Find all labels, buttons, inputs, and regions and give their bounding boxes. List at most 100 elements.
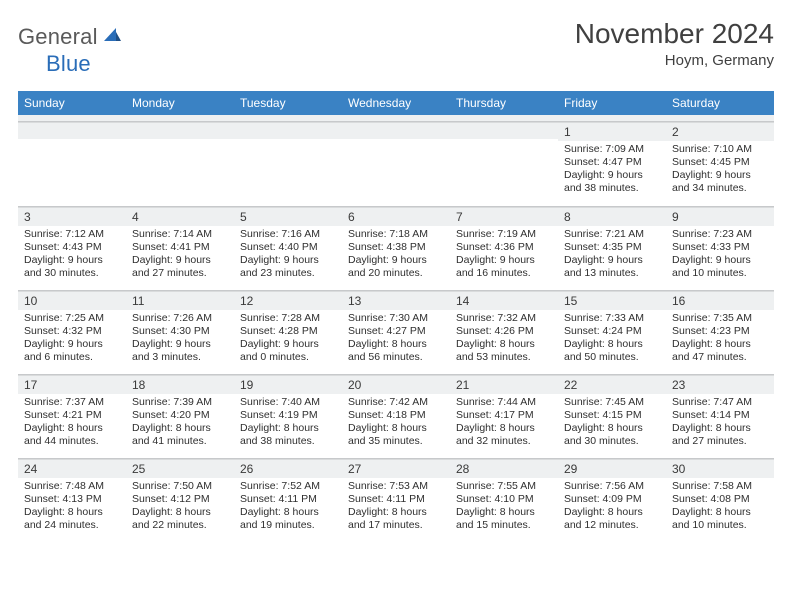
day-number: 12 xyxy=(234,291,342,310)
sunrise-line: Sunrise: 7:44 AM xyxy=(456,396,552,409)
day-number: 8 xyxy=(558,207,666,226)
sunrise-line: Sunrise: 7:12 AM xyxy=(24,228,120,241)
sunrise-line: Sunrise: 7:33 AM xyxy=(564,312,660,325)
sunrise-line: Sunrise: 7:19 AM xyxy=(456,228,552,241)
calendar-body: 1Sunrise: 7:09 AMSunset: 4:47 PMDaylight… xyxy=(18,115,774,542)
daylight-line-2: and 22 minutes. xyxy=(132,519,228,532)
day-cell: 11Sunrise: 7:26 AMSunset: 4:30 PMDayligh… xyxy=(126,290,234,374)
daylight-line-2: and 53 minutes. xyxy=(456,351,552,364)
sunset-line: Sunset: 4:43 PM xyxy=(24,241,120,254)
day-number: 22 xyxy=(558,375,666,394)
calendar-week-row: 17Sunrise: 7:37 AMSunset: 4:21 PMDayligh… xyxy=(18,374,774,458)
sunrise-line: Sunrise: 7:58 AM xyxy=(672,480,768,493)
day-details: Sunrise: 7:21 AMSunset: 4:35 PMDaylight:… xyxy=(558,226,666,283)
day-cell: 22Sunrise: 7:45 AMSunset: 4:15 PMDayligh… xyxy=(558,374,666,458)
daylight-line-2: and 10 minutes. xyxy=(672,519,768,532)
weekday-header: Thursday xyxy=(450,91,558,115)
day-cell: 3Sunrise: 7:12 AMSunset: 4:43 PMDaylight… xyxy=(18,206,126,290)
daylight-line-2: and 6 minutes. xyxy=(24,351,120,364)
sunset-line: Sunset: 4:13 PM xyxy=(24,493,120,506)
day-details: Sunrise: 7:30 AMSunset: 4:27 PMDaylight:… xyxy=(342,310,450,367)
daylight-line-2: and 32 minutes. xyxy=(456,435,552,448)
day-details: Sunrise: 7:40 AMSunset: 4:19 PMDaylight:… xyxy=(234,394,342,451)
day-details: Sunrise: 7:26 AMSunset: 4:30 PMDaylight:… xyxy=(126,310,234,367)
day-details: Sunrise: 7:12 AMSunset: 4:43 PMDaylight:… xyxy=(18,226,126,283)
day-details: Sunrise: 7:25 AMSunset: 4:32 PMDaylight:… xyxy=(18,310,126,367)
day-cell: 21Sunrise: 7:44 AMSunset: 4:17 PMDayligh… xyxy=(450,374,558,458)
day-number: 13 xyxy=(342,291,450,310)
calendar-table: SundayMondayTuesdayWednesdayThursdayFrid… xyxy=(18,91,774,542)
sunset-line: Sunset: 4:41 PM xyxy=(132,241,228,254)
sunset-line: Sunset: 4:12 PM xyxy=(132,493,228,506)
daylight-line-2: and 12 minutes. xyxy=(564,519,660,532)
daylight-line-1: Daylight: 8 hours xyxy=(24,422,120,435)
sunset-line: Sunset: 4:24 PM xyxy=(564,325,660,338)
daylight-line-2: and 20 minutes. xyxy=(348,267,444,280)
sunset-line: Sunset: 4:33 PM xyxy=(672,241,768,254)
sunrise-line: Sunrise: 7:52 AM xyxy=(240,480,336,493)
day-details: Sunrise: 7:39 AMSunset: 4:20 PMDaylight:… xyxy=(126,394,234,451)
daylight-line-2: and 47 minutes. xyxy=(672,351,768,364)
daylight-line-1: Daylight: 9 hours xyxy=(240,254,336,267)
day-cell: 24Sunrise: 7:48 AMSunset: 4:13 PMDayligh… xyxy=(18,458,126,542)
day-cell: 9Sunrise: 7:23 AMSunset: 4:33 PMDaylight… xyxy=(666,206,774,290)
day-details: Sunrise: 7:18 AMSunset: 4:38 PMDaylight:… xyxy=(342,226,450,283)
day-number: 14 xyxy=(450,291,558,310)
weekday-header: Tuesday xyxy=(234,91,342,115)
day-cell: 29Sunrise: 7:56 AMSunset: 4:09 PMDayligh… xyxy=(558,458,666,542)
sunset-line: Sunset: 4:10 PM xyxy=(456,493,552,506)
daylight-line-2: and 24 minutes. xyxy=(24,519,120,532)
sunrise-line: Sunrise: 7:25 AM xyxy=(24,312,120,325)
daylight-line-2: and 16 minutes. xyxy=(456,267,552,280)
daylight-line-2: and 27 minutes. xyxy=(672,435,768,448)
daylight-line-2: and 50 minutes. xyxy=(564,351,660,364)
day-details: Sunrise: 7:19 AMSunset: 4:36 PMDaylight:… xyxy=(450,226,558,283)
daylight-line-2: and 23 minutes. xyxy=(240,267,336,280)
month-title: November 2024 xyxy=(575,18,774,50)
sunset-line: Sunset: 4:32 PM xyxy=(24,325,120,338)
sunset-line: Sunset: 4:08 PM xyxy=(672,493,768,506)
empty-day-number xyxy=(18,122,126,139)
day-number: 9 xyxy=(666,207,774,226)
daylight-line-1: Daylight: 9 hours xyxy=(240,338,336,351)
day-details: Sunrise: 7:45 AMSunset: 4:15 PMDaylight:… xyxy=(558,394,666,451)
logo-word2: Blue xyxy=(46,51,91,77)
daylight-line-1: Daylight: 8 hours xyxy=(564,506,660,519)
daylight-line-1: Daylight: 8 hours xyxy=(456,338,552,351)
daylight-line-1: Daylight: 9 hours xyxy=(564,254,660,267)
day-cell: 26Sunrise: 7:52 AMSunset: 4:11 PMDayligh… xyxy=(234,458,342,542)
day-number: 23 xyxy=(666,375,774,394)
daylight-line-1: Daylight: 8 hours xyxy=(456,506,552,519)
sunset-line: Sunset: 4:09 PM xyxy=(564,493,660,506)
sunrise-line: Sunrise: 7:18 AM xyxy=(348,228,444,241)
day-cell: 18Sunrise: 7:39 AMSunset: 4:20 PMDayligh… xyxy=(126,374,234,458)
empty-day-number xyxy=(342,122,450,139)
daylight-line-1: Daylight: 8 hours xyxy=(348,422,444,435)
weekday-header: Saturday xyxy=(666,91,774,115)
daylight-line-2: and 38 minutes. xyxy=(240,435,336,448)
sunrise-line: Sunrise: 7:37 AM xyxy=(24,396,120,409)
sunset-line: Sunset: 4:15 PM xyxy=(564,409,660,422)
sunset-line: Sunset: 4:47 PM xyxy=(564,156,660,169)
day-cell: 7Sunrise: 7:19 AMSunset: 4:36 PMDaylight… xyxy=(450,206,558,290)
sunset-line: Sunset: 4:18 PM xyxy=(348,409,444,422)
empty-cell xyxy=(342,121,450,206)
day-details: Sunrise: 7:33 AMSunset: 4:24 PMDaylight:… xyxy=(558,310,666,367)
sail-icon xyxy=(102,26,122,49)
day-cell: 17Sunrise: 7:37 AMSunset: 4:21 PMDayligh… xyxy=(18,374,126,458)
calendar-week-row: 1Sunrise: 7:09 AMSunset: 4:47 PMDaylight… xyxy=(18,121,774,206)
sunset-line: Sunset: 4:27 PM xyxy=(348,325,444,338)
daylight-line-1: Daylight: 8 hours xyxy=(240,422,336,435)
daylight-line-1: Daylight: 9 hours xyxy=(672,254,768,267)
day-cell: 13Sunrise: 7:30 AMSunset: 4:27 PMDayligh… xyxy=(342,290,450,374)
sunset-line: Sunset: 4:38 PM xyxy=(348,241,444,254)
day-number: 27 xyxy=(342,459,450,478)
day-cell: 20Sunrise: 7:42 AMSunset: 4:18 PMDayligh… xyxy=(342,374,450,458)
daylight-line-2: and 56 minutes. xyxy=(348,351,444,364)
daylight-line-2: and 17 minutes. xyxy=(348,519,444,532)
day-number: 24 xyxy=(18,459,126,478)
sunrise-line: Sunrise: 7:48 AM xyxy=(24,480,120,493)
daylight-line-2: and 30 minutes. xyxy=(24,267,120,280)
daylight-line-2: and 35 minutes. xyxy=(348,435,444,448)
daylight-line-2: and 3 minutes. xyxy=(132,351,228,364)
